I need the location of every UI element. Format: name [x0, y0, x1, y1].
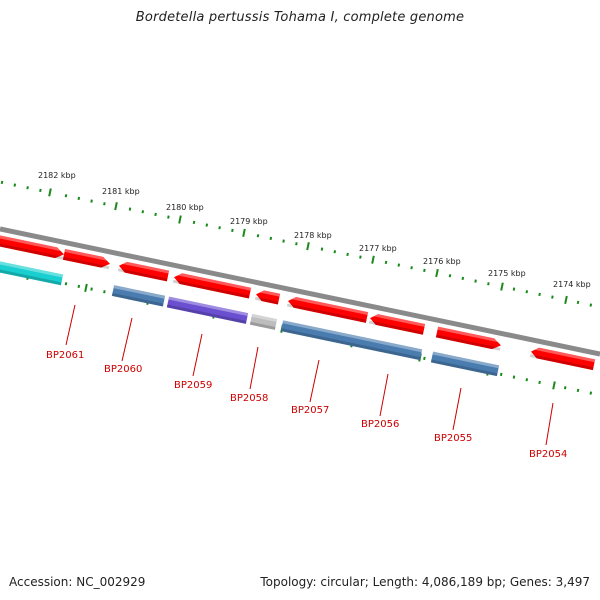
gene-feature — [368, 312, 426, 335]
gene-leader-line — [65, 304, 76, 346]
gene-leader-line — [452, 387, 462, 431]
gene-features — [0, 233, 596, 377]
major-tick — [306, 242, 310, 251]
tick-label: 2178 kbp — [294, 231, 332, 240]
scale-labels: 2182 kbp 2181 kbp 2180 kbp 2179 kbp 2178 kbp… — [38, 171, 591, 289]
gene-feature — [430, 351, 500, 377]
gene-leader-line — [545, 402, 554, 446]
gene-feature — [117, 260, 170, 282]
gene-label: BP2059 — [174, 380, 212, 391]
gene-label: BP2055 — [434, 433, 472, 444]
major-tick — [178, 215, 182, 224]
gene-feature — [435, 326, 503, 351]
genome-backbone — [0, 226, 600, 357]
major-tick — [48, 188, 52, 197]
gene-feature — [254, 288, 281, 305]
gene-leader-line — [121, 317, 133, 362]
gene-feature — [0, 259, 64, 286]
major-tick — [242, 228, 246, 237]
map-title: Bordetella pertussis Tohama I, complete … — [135, 10, 465, 25]
tick-label: 2182 kbp — [38, 171, 76, 180]
major-tick — [114, 202, 118, 211]
major-tick — [564, 295, 568, 305]
gene-feature — [62, 248, 112, 270]
gene-feature — [249, 313, 278, 330]
gene-leader-line — [379, 373, 389, 417]
outer-tick-ring — [0, 180, 593, 307]
tick-label: 2174 kbp — [553, 280, 591, 289]
gene-feature — [166, 296, 249, 324]
gene-feature — [111, 285, 166, 307]
tick-label: 2176 kbp — [423, 257, 461, 266]
gene-leader-line — [192, 333, 203, 377]
tick-label: 2180 kbp — [166, 203, 204, 212]
major-tick — [552, 381, 556, 390]
genome-summary-text: Topology: circular; Length: 4,086,189 bp… — [260, 575, 590, 589]
gene-feature — [172, 271, 252, 299]
gene-label: BP2058 — [230, 393, 268, 404]
tick-label: 2177 kbp — [359, 244, 397, 253]
gene-label: BP2056 — [361, 419, 399, 430]
tick-label: 2179 kbp — [230, 217, 268, 226]
gene-label: BP2054 — [529, 449, 567, 460]
gene-label: BP2061 — [46, 350, 84, 361]
gene-feature — [280, 320, 423, 361]
gene-feature — [529, 346, 596, 371]
gene-leader-line — [249, 346, 259, 390]
tick-label: 2175 kbp — [488, 269, 526, 278]
major-tick — [84, 283, 88, 293]
gene-labels: BP2061 BP2060 BP2059 BP2058 BP2057 BP2056 BP20… — [46, 304, 567, 460]
major-tick — [371, 255, 375, 264]
major-tick — [500, 282, 504, 291]
gene-label: BP2060 — [104, 364, 142, 375]
gene-feature — [286, 295, 369, 323]
gene-feature — [0, 233, 66, 260]
major-tick — [435, 268, 439, 278]
tick-label: 2181 kbp — [102, 187, 140, 196]
accession-text: Accession: NC_002929 — [9, 575, 146, 589]
gene-leader-line — [309, 359, 320, 403]
gene-label: BP2057 — [291, 405, 329, 416]
